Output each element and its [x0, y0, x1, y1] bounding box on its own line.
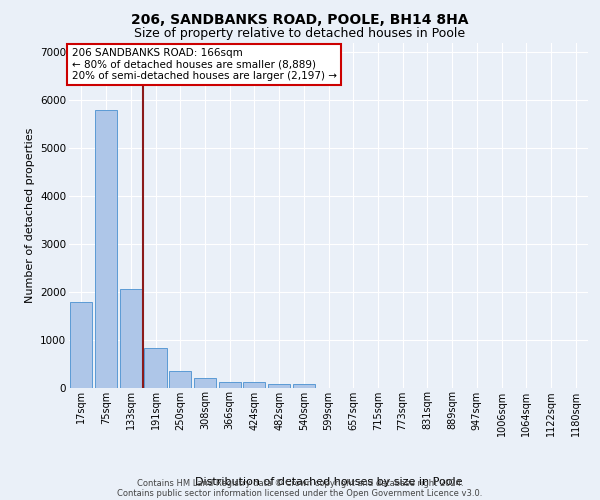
Bar [95, 110, 117, 388]
Bar [268, 384, 290, 388]
Text: 206 SANDBANKS ROAD: 166sqm
← 80% of detached houses are smaller (8,889)
20% of s: 206 SANDBANKS ROAD: 166sqm ← 80% of deta… [71, 48, 337, 81]
Y-axis label: Number of detached properties: Number of detached properties [25, 128, 35, 302]
Bar [293, 384, 315, 388]
Bar [218, 382, 241, 388]
Bar [169, 371, 191, 388]
Bar [119, 289, 142, 388]
Text: Contains public sector information licensed under the Open Government Licence v3: Contains public sector information licen… [118, 488, 482, 498]
Bar [243, 382, 265, 388]
Bar [194, 378, 216, 388]
X-axis label: Distribution of detached houses by size in Poole: Distribution of detached houses by size … [195, 478, 462, 488]
Text: Contains HM Land Registry data © Crown copyright and database right 2024.: Contains HM Land Registry data © Crown c… [137, 478, 463, 488]
Text: 206, SANDBANKS ROAD, POOLE, BH14 8HA: 206, SANDBANKS ROAD, POOLE, BH14 8HA [131, 12, 469, 26]
Bar [70, 302, 92, 388]
Bar [145, 348, 167, 388]
Text: Size of property relative to detached houses in Poole: Size of property relative to detached ho… [134, 28, 466, 40]
